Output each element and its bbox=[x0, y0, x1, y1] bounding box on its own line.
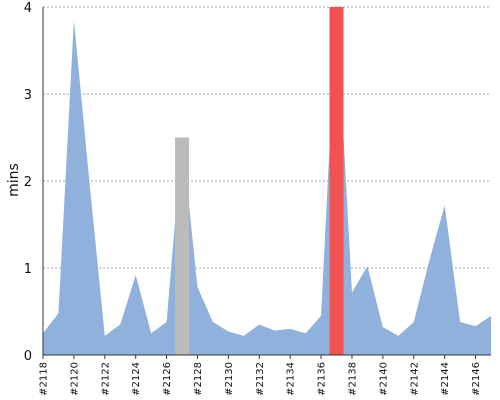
x-tick-label: #2120 bbox=[69, 362, 80, 396]
x-tick-label: #2122 bbox=[100, 362, 111, 396]
grid-lines bbox=[43, 6, 491, 269]
highlight-bar bbox=[175, 137, 190, 355]
y-axis-label: mins bbox=[6, 163, 22, 197]
y-tick-labels: 0 1 2 3 4 bbox=[24, 1, 32, 364]
x-tick-label: #2132 bbox=[255, 362, 266, 396]
x-tick-label: #2144 bbox=[440, 362, 451, 396]
highlight-tip bbox=[175, 137, 190, 190]
x-tick-labels: #2118 #2120 #2122 #2124 #2126 #2128 #2130 #2132… bbox=[39, 362, 483, 396]
x-tick-label: #2126 bbox=[162, 362, 173, 396]
x-tick-label: #2138 bbox=[347, 362, 358, 396]
axes bbox=[42, 7, 491, 359]
highlight-bar bbox=[329, 7, 344, 355]
y-tick-label: 0 bbox=[24, 349, 32, 364]
x-tick-label: #2128 bbox=[193, 362, 204, 396]
x-tick-label: #2124 bbox=[131, 362, 142, 396]
x-tick-label: #2130 bbox=[224, 362, 235, 396]
x-tick-label: #2134 bbox=[286, 362, 297, 396]
y-tick-label: 2 bbox=[24, 175, 32, 190]
x-tick-label: #2142 bbox=[409, 362, 420, 396]
x-tick-label: #2140 bbox=[378, 362, 389, 396]
y-tick-label: 3 bbox=[24, 88, 32, 103]
x-tick-label: #2136 bbox=[317, 362, 328, 396]
y-tick-label: 4 bbox=[24, 1, 32, 16]
area-layer bbox=[43, 7, 491, 355]
y-tick-label: 1 bbox=[24, 262, 32, 277]
x-tick-label: #2146 bbox=[471, 362, 482, 396]
x-tick-label: #2118 bbox=[39, 362, 50, 396]
highlight-layer bbox=[175, 7, 344, 355]
area-series bbox=[43, 7, 491, 355]
